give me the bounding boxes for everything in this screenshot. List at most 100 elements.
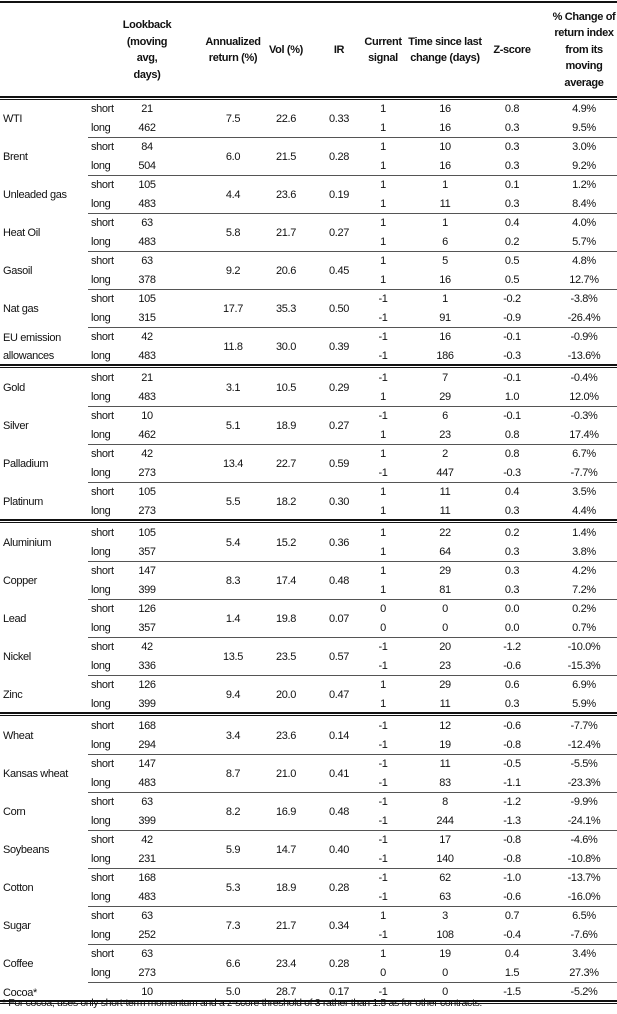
cell-z: 0.5 (504, 255, 520, 267)
cell-time: 11 (439, 505, 451, 517)
cell-time: 0 (442, 986, 448, 998)
cell-ir: 0.48 (328, 574, 349, 587)
cell-type: short (91, 179, 114, 191)
cell-ir: 0.41 (328, 767, 349, 780)
cell-z: -0.2 (503, 293, 521, 305)
cell-signal: 1 (380, 505, 386, 517)
cell-signal: -1 (378, 815, 388, 827)
cell-lookback: 483 (138, 891, 156, 903)
cell-time: 10 (439, 141, 451, 153)
cell-vol: 23.5 (275, 650, 296, 663)
cell-time: 7 (442, 372, 448, 384)
commodity-name: Palladium (3, 458, 49, 470)
cell-time: 64 (439, 546, 451, 558)
cell-lookback: 126 (138, 603, 156, 615)
commodity-name: Gasoil (3, 265, 33, 277)
cell-z: 0.1 (504, 179, 520, 191)
cell-lookback: 147 (138, 565, 156, 577)
cell-lookback: 147 (138, 758, 156, 770)
cell-signal: -1 (378, 796, 388, 808)
cell-z: 0.2 (504, 236, 520, 248)
cell-z: -0.3 (503, 467, 521, 479)
cell-z: -0.5 (503, 758, 521, 770)
cell-signal: 1 (380, 584, 386, 596)
header-ir: IR (333, 43, 345, 56)
cell-vol: 15.2 (275, 536, 296, 549)
cell-lookback: 483 (138, 198, 156, 210)
cell-z: 0.8 (504, 103, 520, 115)
row-divider (88, 637, 617, 638)
cell-z: -0.1 (503, 372, 521, 384)
cell-lookback: 231 (138, 853, 156, 865)
cell-lookback: 105 (138, 179, 156, 191)
cell-signal: 0 (380, 967, 386, 979)
cell-z: -0.8 (503, 834, 521, 846)
cell-signal: 1 (380, 160, 386, 172)
cell-type: long (91, 584, 111, 596)
cell-signal: -1 (378, 986, 388, 998)
cell-vol: 21.7 (275, 919, 296, 932)
group-divider (0, 712, 617, 716)
group-divider (0, 364, 617, 368)
cell-lookback: 21 (141, 372, 153, 384)
cell-pct: -23.3% (567, 777, 601, 789)
commodity-name: Sugar (3, 920, 31, 932)
cell-ir: 0.57 (328, 650, 349, 663)
cell-type: long (91, 160, 111, 172)
row-divider (88, 482, 617, 483)
cell-time: 16 (439, 122, 451, 134)
cell-ann: 13.5 (222, 650, 243, 663)
cell-type: short (91, 641, 114, 653)
cell-vol: 18.9 (275, 419, 296, 432)
cell-z: 0.2 (504, 527, 520, 539)
commodity-name: Silver (3, 420, 29, 432)
cell-ann: 9.2 (225, 264, 241, 277)
header-current-signal: Current signal (364, 35, 402, 65)
row-divider (88, 599, 617, 600)
cell-pct: 4.8% (572, 255, 596, 267)
row-divider (88, 906, 617, 907)
cell-type: short (91, 410, 114, 422)
cell-vol: 22.7 (275, 457, 296, 470)
cell-pct: -16.0% (567, 891, 601, 903)
cell-ann: 5.1 (225, 419, 241, 432)
cell-type: short (91, 948, 114, 960)
cell-lookback: 105 (138, 486, 156, 498)
cell-ann: 17.7 (222, 302, 243, 315)
cell-type: long (91, 274, 111, 286)
cell-z: -0.6 (503, 891, 521, 903)
cell-vol: 21.0 (275, 767, 296, 780)
commodity-name: Heat Oil (3, 227, 40, 239)
cell-time: 19 (439, 948, 451, 960)
cell-ir: 0.27 (328, 419, 349, 432)
cell-pct: -10.8% (567, 853, 601, 865)
cell-z: -0.1 (503, 410, 521, 422)
cell-pct: -0.9% (570, 331, 598, 343)
cell-pct: -5.5% (570, 758, 598, 770)
commodity-name: Nickel (3, 651, 31, 663)
cell-type: short (91, 910, 114, 922)
cell-signal: -1 (378, 293, 388, 305)
cell-ann: 8.2 (225, 805, 241, 818)
group-divider (0, 519, 617, 523)
cell-time: 63 (439, 891, 451, 903)
row-divider (88, 327, 617, 328)
cell-lookback: 63 (141, 796, 153, 808)
cell-signal: -1 (378, 777, 388, 789)
cell-lookback: 273 (138, 467, 156, 479)
cell-lookback: 483 (138, 236, 156, 248)
group-divider (0, 1000, 617, 1004)
cell-signal: 1 (380, 217, 386, 229)
cell-ir: 0.50 (328, 302, 349, 315)
cell-time: 11 (439, 486, 451, 498)
commodity-name: Platinum (3, 496, 43, 508)
cell-time: 3 (442, 910, 448, 922)
cell-ir: 0.40 (328, 843, 349, 856)
cell-z: -1.0 (503, 872, 521, 884)
cell-pct: -13.7% (567, 872, 601, 884)
cell-vol: 19.8 (275, 612, 296, 625)
cell-lookback: 252 (138, 929, 156, 941)
cell-time: 2 (442, 448, 448, 460)
cell-pct: 3.4% (572, 948, 596, 960)
cell-pct: 5.9% (572, 698, 596, 710)
